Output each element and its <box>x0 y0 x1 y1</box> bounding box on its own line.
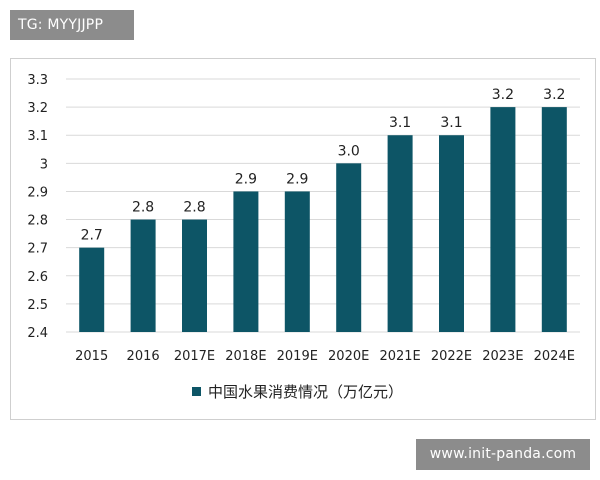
y-tick-label: 2.7 <box>27 242 48 257</box>
data-label: 3.1 <box>440 115 462 131</box>
bars <box>79 107 567 332</box>
data-label: 2.8 <box>132 200 154 216</box>
watermark-bottom: www.init-panda.com <box>416 439 590 470</box>
data-label: 2.7 <box>81 228 103 244</box>
bar <box>439 135 464 332</box>
x-tick-label: 2018E <box>225 349 266 364</box>
bar <box>182 219 207 332</box>
y-tick-label: 2.4 <box>27 326 48 341</box>
legend-swatch <box>192 387 201 396</box>
x-tick-label: 2020E <box>328 349 369 364</box>
legend-label: 中国水果消费情况（万亿元） <box>208 383 403 401</box>
bar <box>233 191 259 332</box>
y-tick-label: 2.6 <box>27 270 48 285</box>
data-label: 2.9 <box>286 171 308 187</box>
x-tick-label: 2019E <box>277 349 318 364</box>
x-tick-label: 2023E <box>482 349 523 364</box>
x-tick-label: 2024E <box>534 349 575 364</box>
data-label: 3.1 <box>389 115 411 131</box>
bar <box>336 163 362 332</box>
data-label: 3.2 <box>492 87 514 103</box>
bar <box>387 135 413 332</box>
bar <box>284 191 310 332</box>
data-labels: 2.7 2.8 2.8 2.9 2.9 3.0 3.1 3.1 3.2 3.2 <box>81 87 566 244</box>
x-tick-label: 2021E <box>379 349 420 364</box>
y-tick-label: 3 <box>40 157 48 172</box>
legend: 中国水果消费情况（万亿元） <box>192 383 403 401</box>
bar <box>541 107 567 332</box>
data-label: 2.9 <box>235 171 257 187</box>
y-tick-label: 2.5 <box>27 298 48 313</box>
x-tick-label: 2015 <box>75 349 108 364</box>
y-tick-label: 2.8 <box>27 214 48 229</box>
y-tick-label: 3.1 <box>27 129 48 144</box>
x-axis-ticks: 2015 2016 2017E 2018E 2019E 2020E 2021E 2022E 20… <box>75 349 575 364</box>
x-tick-label: 2022E <box>431 349 472 364</box>
x-tick-label: 2017E <box>174 349 215 364</box>
y-tick-label: 3.3 <box>27 73 48 88</box>
data-label: 3.0 <box>338 143 360 159</box>
data-label: 2.8 <box>183 200 205 216</box>
bar <box>490 107 516 332</box>
data-label: 3.2 <box>543 87 565 103</box>
y-tick-label: 3.2 <box>27 101 48 116</box>
y-tick-label: 2.9 <box>27 185 48 200</box>
x-tick-label: 2016 <box>127 349 160 364</box>
y-axis-ticks: 2.4 2.5 2.6 2.7 2.8 2.9 3 3.1 3.2 3.3 <box>27 73 48 341</box>
bar <box>79 247 105 332</box>
bar <box>130 219 156 332</box>
watermark-top: TG: MYYJJPP <box>10 10 134 40</box>
